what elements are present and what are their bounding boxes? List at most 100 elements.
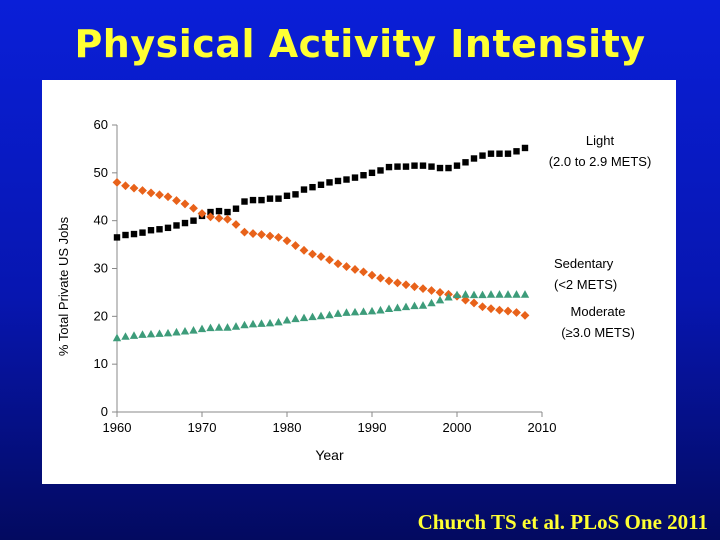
y-tick-label: 60 bbox=[94, 117, 108, 132]
light-point bbox=[368, 169, 376, 177]
moderate-point bbox=[452, 290, 462, 299]
y-tick-label: 10 bbox=[94, 356, 108, 371]
sedentary-point bbox=[155, 190, 164, 200]
light-point bbox=[207, 208, 214, 216]
sedentary-point bbox=[180, 199, 190, 209]
moderate-point bbox=[325, 310, 334, 319]
moderate-point bbox=[333, 309, 343, 317]
sedentary-point bbox=[376, 273, 385, 283]
moderate-point bbox=[257, 319, 266, 327]
x-axis-title: Year bbox=[315, 447, 344, 463]
light-point bbox=[462, 159, 469, 166]
light-point bbox=[258, 196, 265, 204]
moderate-point bbox=[214, 323, 224, 331]
x-tick-label: 1960 bbox=[103, 420, 132, 435]
light-point bbox=[156, 226, 163, 233]
light-point bbox=[436, 164, 444, 172]
y-tick-label: 0 bbox=[101, 404, 108, 419]
light-point bbox=[266, 195, 274, 202]
light-point bbox=[292, 191, 299, 198]
sedentary-point bbox=[274, 233, 283, 242]
sedentary-point bbox=[469, 298, 479, 308]
sedentary-point bbox=[367, 270, 377, 280]
light-point bbox=[139, 229, 146, 236]
sedentary-point bbox=[333, 259, 343, 269]
light-point bbox=[122, 231, 129, 239]
moderate-point bbox=[308, 312, 317, 321]
light-point bbox=[190, 217, 197, 224]
sedentary-point bbox=[461, 295, 470, 305]
sedentary-point bbox=[163, 192, 173, 202]
light-point bbox=[428, 163, 435, 170]
moderate-series-label: Moderate bbox=[571, 304, 626, 319]
light-point bbox=[181, 219, 189, 227]
light-point bbox=[224, 208, 231, 216]
light-point bbox=[377, 167, 384, 174]
sedentary-point bbox=[308, 249, 317, 259]
moderate-point bbox=[376, 305, 385, 314]
moderate-point bbox=[163, 328, 173, 337]
light-point bbox=[300, 186, 308, 193]
light-point bbox=[275, 195, 282, 202]
x-tick-label: 2010 bbox=[528, 420, 557, 435]
sedentary-series-label: Sedentary bbox=[554, 256, 614, 271]
sedentary-point bbox=[265, 231, 275, 241]
sedentary-point bbox=[495, 305, 504, 315]
moderate-point bbox=[461, 290, 470, 298]
moderate-point bbox=[231, 322, 241, 330]
x-tick-label: 2000 bbox=[443, 420, 472, 435]
sedentary-point bbox=[206, 212, 215, 222]
sedentary-point bbox=[350, 265, 360, 274]
moderate-point bbox=[172, 327, 181, 336]
sedentary-point bbox=[189, 203, 198, 213]
moderate-point bbox=[189, 326, 198, 334]
moderate-point bbox=[155, 329, 164, 337]
sedentary-point bbox=[325, 255, 334, 265]
sedentary-point bbox=[478, 302, 487, 312]
sedentary-point bbox=[410, 282, 419, 292]
moderate-point bbox=[367, 306, 377, 315]
moderate-point bbox=[495, 290, 504, 298]
sedentary-point bbox=[393, 278, 402, 288]
moderate-point bbox=[316, 311, 326, 320]
x-tick-label: 1980 bbox=[273, 420, 302, 435]
slide-title: Physical Activity Intensity bbox=[74, 22, 646, 66]
moderate-series-label: (≥3.0 METS) bbox=[561, 325, 635, 340]
moderate-point bbox=[342, 308, 351, 316]
moderate-point bbox=[512, 290, 521, 298]
light-series-label: Light bbox=[586, 133, 615, 148]
y-tick-label: 20 bbox=[94, 308, 108, 323]
moderate-point bbox=[299, 313, 309, 322]
moderate-point bbox=[265, 318, 275, 327]
moderate-point bbox=[206, 323, 215, 332]
moderate-point bbox=[469, 290, 479, 299]
sedentary-point bbox=[146, 188, 156, 198]
y-axis-title: % Total Private US Jobs bbox=[56, 216, 71, 356]
chart-axes: 0 10 20 30 40 50 60 1960 1970 1980 1990 2000 2010 Yea… bbox=[56, 117, 556, 463]
moderate-point bbox=[393, 303, 402, 312]
x-tick-label: 1970 bbox=[188, 420, 217, 435]
light-point bbox=[173, 222, 180, 229]
sedentary-point bbox=[486, 304, 496, 314]
moderate-point bbox=[197, 324, 207, 333]
light-point bbox=[504, 150, 512, 157]
light-point bbox=[402, 163, 410, 170]
light-point bbox=[283, 192, 291, 199]
sedentary-point bbox=[112, 178, 122, 187]
light-point bbox=[419, 162, 427, 169]
light-point bbox=[343, 176, 350, 183]
moderate-point bbox=[274, 317, 283, 326]
sedentary-point bbox=[503, 306, 513, 316]
light-point bbox=[249, 196, 257, 204]
light-point bbox=[232, 205, 240, 212]
sedentary-point bbox=[214, 213, 224, 223]
light-point bbox=[147, 227, 155, 234]
light-point bbox=[411, 162, 418, 169]
light-series-label: (2.0 to 2.9 METS) bbox=[549, 154, 652, 169]
light-point bbox=[317, 181, 325, 188]
light-point bbox=[334, 177, 342, 185]
moderate-point bbox=[410, 301, 419, 310]
sedentary-point bbox=[291, 241, 300, 250]
sedentary-point bbox=[342, 262, 351, 271]
light-point bbox=[445, 164, 452, 172]
